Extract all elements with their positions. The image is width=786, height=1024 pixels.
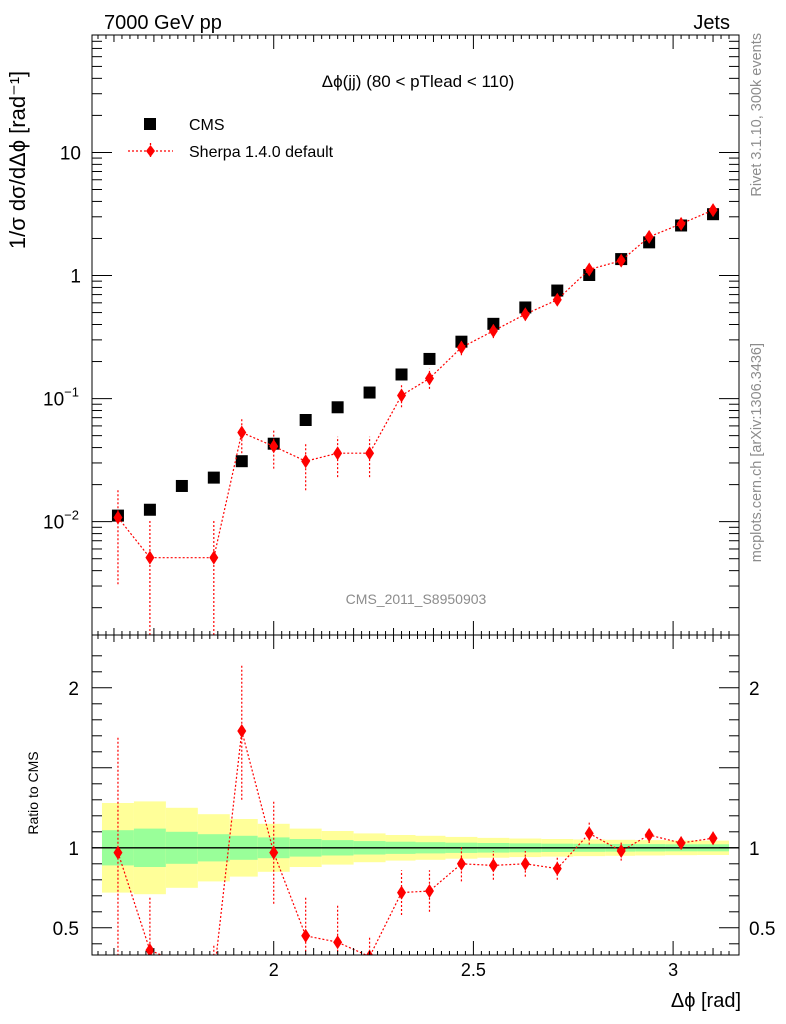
sherpa-data-point bbox=[488, 323, 498, 338]
legend-sherpa-marker bbox=[146, 145, 155, 157]
cms-data-point bbox=[363, 386, 376, 399]
x-axis-label: Δϕ [rad] bbox=[671, 990, 741, 1012]
ratio-data-point bbox=[708, 831, 718, 846]
ratio-data-point bbox=[424, 884, 434, 898]
sherpa-data-point bbox=[209, 550, 219, 565]
rivet-version-label: Rivet 3.1.10, 300k events bbox=[749, 33, 765, 197]
ratio-data-point bbox=[584, 826, 594, 841]
legend-cms-marker bbox=[144, 118, 156, 130]
main-y-tick-label: 10 bbox=[60, 143, 81, 164]
main-panel-data bbox=[111, 203, 720, 635]
ratio-data-point bbox=[616, 844, 626, 858]
cms-data-point bbox=[207, 471, 220, 484]
ratio-data-point bbox=[333, 935, 343, 950]
ratio-y-tick-label: 1 bbox=[68, 839, 79, 860]
sherpa-data-point bbox=[676, 216, 686, 231]
main-y-tick-label: 10−1 bbox=[43, 385, 79, 411]
sherpa-data-point bbox=[520, 307, 530, 322]
ratio-data-point bbox=[676, 836, 686, 850]
sherpa-data-point bbox=[333, 446, 343, 461]
sherpa-data-point bbox=[145, 550, 155, 565]
x-tick-label: 2.5 bbox=[461, 960, 486, 980]
legend-sherpa-label: Sherpa 1.4.0 default bbox=[189, 144, 334, 161]
ratio-data-point bbox=[209, 970, 218, 984]
sherpa-data-point bbox=[552, 292, 562, 307]
analysis-watermark: CMS_2011_S8950903 bbox=[346, 591, 487, 607]
ratio-data-point bbox=[520, 856, 530, 871]
sherpa-data-point bbox=[708, 203, 718, 218]
ratio-data-point bbox=[145, 943, 155, 955]
main-panel-axes: 10−2 10−1 1 10 bbox=[43, 34, 740, 636]
cms-data-point bbox=[551, 284, 564, 297]
ratio-data-point bbox=[269, 845, 279, 860]
ratio-data-point bbox=[397, 885, 407, 900]
cms-data-point bbox=[299, 414, 312, 427]
legend-cms-label: CMS bbox=[189, 117, 225, 134]
sherpa-data-point bbox=[616, 253, 626, 268]
sherpa-data-point bbox=[644, 229, 654, 244]
cms-data-point bbox=[395, 368, 408, 381]
sherpa-data-point bbox=[584, 262, 594, 277]
mcplots-reference-label: mcplots.cern.ch [arXiv:1306.3436] bbox=[749, 343, 765, 562]
ratio-data-point bbox=[113, 845, 123, 860]
ylabel-fraction: 1/σ dσ/dΔϕ [rad⁻¹] bbox=[5, 71, 30, 249]
sherpa-data-point bbox=[301, 454, 311, 469]
ratio-data-point bbox=[488, 858, 498, 873]
ratio-y-axis-label: Ratio to CMS bbox=[25, 751, 41, 834]
ratio-data-point bbox=[644, 828, 654, 842]
cms-data-point bbox=[487, 317, 500, 330]
cms-data-point bbox=[143, 503, 156, 516]
svg-text:1/σ dσ/dΔϕ [rad⁻¹]: 1/σ dσ/dΔϕ [rad⁻¹] bbox=[5, 71, 30, 249]
main-y-tick-label: 10−2 bbox=[43, 508, 79, 534]
sherpa-data-point bbox=[365, 446, 375, 461]
x-tick-label: 3 bbox=[668, 960, 678, 980]
ratio-y-tick-label-right: 1 bbox=[749, 839, 760, 860]
sherpa-data-point bbox=[269, 439, 279, 454]
ratio-y-tick-label-right: 2 bbox=[749, 679, 760, 700]
main-y-axis-label: 1/σ dσ/dΔϕ [rad⁻¹] bbox=[5, 71, 30, 249]
ratio-y-tick-label: 0.5 bbox=[53, 919, 79, 940]
chart-title: Δϕ(jj) (80 < pTlead < 110) bbox=[322, 72, 515, 91]
sherpa-data-point bbox=[237, 425, 247, 440]
ratio-panel-frame bbox=[91, 634, 740, 956]
ratio-panel-axes: 2 2.5 3 0.5 0.5 1 1 2 2 bbox=[53, 634, 775, 980]
sherpa-data-point bbox=[113, 510, 123, 525]
main-y-tick-label: 1 bbox=[70, 267, 81, 288]
header-energy-label: 7000 GeV pp bbox=[104, 12, 222, 34]
sherpa-data-point bbox=[456, 340, 466, 355]
cms-data-point bbox=[175, 479, 188, 492]
ratio-data-point bbox=[552, 861, 562, 876]
ratio-data-point bbox=[237, 724, 247, 738]
ratio-data-point bbox=[301, 928, 311, 943]
sherpa-data-point bbox=[397, 388, 407, 403]
x-tick-label: 2 bbox=[269, 960, 279, 980]
cms-data-point bbox=[331, 401, 344, 414]
header-process-label: Jets bbox=[693, 12, 730, 34]
legend: CMS Sherpa 1.4.0 default bbox=[128, 117, 334, 161]
ratio-data-point bbox=[456, 856, 466, 871]
ratio-panel-data bbox=[92, 663, 739, 984]
ratio-y-tick-label-right: 0.5 bbox=[749, 919, 775, 940]
sherpa-data-point bbox=[424, 371, 434, 386]
cms-data-point bbox=[235, 455, 248, 468]
ratio-y-tick-label: 2 bbox=[68, 679, 79, 700]
cms-data-point bbox=[423, 352, 436, 365]
